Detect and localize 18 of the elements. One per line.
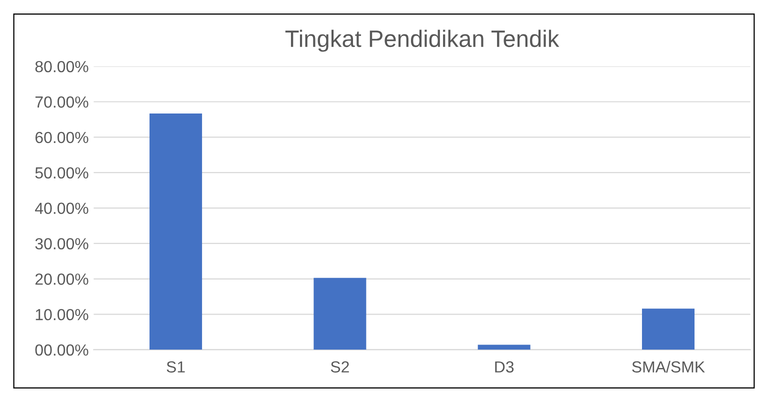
x-tick-label: D3 <box>495 361 514 373</box>
y-tick-label: 60.00% <box>35 132 88 144</box>
y-tick-label: 40.00% <box>35 202 88 214</box>
y-tick-label: 70.00% <box>35 96 88 108</box>
y-tick-label: 10.00% <box>36 308 88 320</box>
y-tick-label: 80.00% <box>35 60 88 72</box>
x-tick-label: S2 <box>330 361 349 373</box>
y-tick-label: 20.00% <box>35 274 88 285</box>
bar <box>150 113 202 350</box>
bar <box>478 344 530 350</box>
y-tick-label: 30.00% <box>35 238 88 250</box>
bar <box>314 278 366 350</box>
chart-title: Tingkat Pendidikan Tendik <box>285 30 560 52</box>
x-tick-label: SMA/SMK <box>632 360 705 373</box>
x-tick-label: S1 <box>166 361 185 373</box>
y-tick-label: 50.00% <box>35 167 88 179</box>
bar <box>642 308 695 350</box>
y-tick-label: 00.00% <box>35 344 88 356</box>
